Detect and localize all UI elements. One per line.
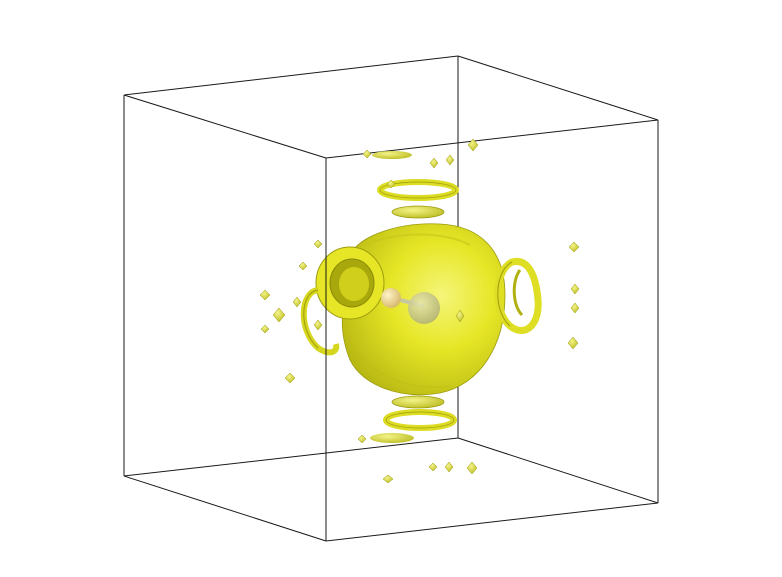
isosurface-bottom-bands [370,395,457,443]
atoms [381,288,440,324]
isosurface-top-bands [372,151,459,219]
atom-primary [381,288,401,308]
isosurface-small-lobes [259,138,580,484]
atom-secondary [408,292,440,324]
isosurface-right-ring [494,257,542,334]
isosurface-left-ring [300,246,385,356]
